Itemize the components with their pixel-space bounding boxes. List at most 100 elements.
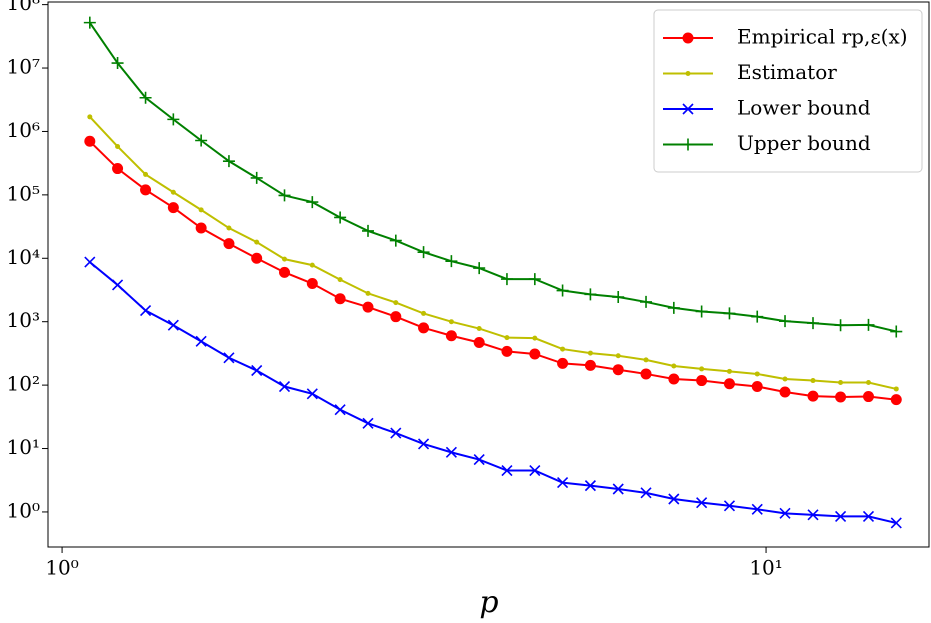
marker [282, 256, 288, 262]
marker [751, 310, 764, 323]
marker [226, 225, 232, 231]
marker [612, 291, 625, 304]
marker [865, 379, 871, 385]
marker [699, 366, 705, 372]
marker [167, 202, 179, 214]
marker [84, 135, 96, 147]
plot-frame [47, 1, 930, 548]
y-tick-label: 10¹ [7, 435, 40, 459]
marker [445, 330, 457, 342]
marker [556, 284, 569, 297]
marker [306, 388, 318, 400]
marker [251, 364, 263, 377]
marker [893, 386, 899, 392]
marker [111, 57, 124, 70]
marker [198, 207, 204, 213]
legend-box [653, 9, 923, 173]
y-tick-label: 10⁷ [7, 55, 40, 79]
marker [334, 293, 346, 305]
marker [779, 386, 791, 398]
marker [529, 464, 541, 477]
marker [112, 163, 124, 175]
marker [195, 134, 208, 147]
marker [195, 335, 207, 347]
marker [278, 189, 291, 202]
series-line [89, 116, 897, 390]
marker [723, 378, 735, 390]
marker [501, 345, 513, 357]
marker [222, 155, 235, 168]
marker [84, 256, 96, 268]
marker [682, 103, 694, 115]
marker [528, 273, 541, 286]
marker [668, 493, 680, 505]
marker [504, 335, 510, 341]
legend-label: Estimator [737, 60, 837, 84]
marker [334, 211, 347, 224]
marker [838, 379, 844, 385]
marker [890, 325, 903, 338]
y-tick-label: 10⁵ [7, 181, 40, 205]
marker [167, 113, 180, 126]
marker [695, 305, 708, 318]
legend-label: Upper bound [737, 131, 871, 155]
marker [862, 510, 875, 522]
marker [421, 310, 427, 316]
marker [167, 319, 179, 331]
marker [417, 246, 430, 259]
marker [726, 368, 732, 374]
legend: Empirical rp,ε(x) Estimator Lower bound Upp… [653, 9, 923, 173]
legend-label: Lower bound [737, 96, 871, 120]
y-tick-label: 10⁴ [7, 245, 40, 269]
marker [834, 319, 847, 332]
marker [890, 517, 902, 529]
marker [890, 394, 902, 406]
marker [532, 335, 538, 341]
marker [115, 143, 121, 149]
marker [640, 487, 652, 499]
marker [365, 290, 371, 296]
marker [807, 390, 819, 402]
marker [139, 91, 152, 104]
marker [476, 326, 482, 332]
marker [682, 32, 694, 44]
marker [362, 224, 375, 237]
legend-label: Empirical rp,ε(x) [737, 25, 908, 49]
marker [473, 336, 485, 348]
marker [195, 222, 207, 234]
marker [306, 278, 318, 290]
marker [615, 353, 621, 359]
marker [835, 391, 847, 403]
marker [473, 262, 486, 275]
marker [782, 376, 788, 382]
marker [143, 171, 149, 177]
marker [223, 352, 235, 364]
marker [445, 446, 457, 458]
marker [223, 238, 235, 250]
marker [445, 255, 458, 268]
marker [87, 114, 93, 120]
marker [587, 350, 593, 356]
marker [612, 364, 624, 376]
marker [754, 371, 760, 377]
marker [584, 288, 597, 301]
marker [250, 171, 263, 184]
marker [643, 357, 649, 363]
marker [557, 357, 569, 369]
marker [696, 375, 708, 387]
marker [807, 317, 820, 330]
marker [671, 363, 677, 369]
marker [723, 500, 736, 512]
marker [501, 464, 513, 477]
marker [306, 196, 319, 209]
marker [668, 373, 680, 385]
marker [862, 391, 874, 403]
marker [448, 319, 454, 325]
marker [279, 266, 291, 278]
marker [390, 427, 402, 439]
marker [334, 404, 346, 416]
marker [612, 483, 624, 495]
x-tick-label: 10⁰ [45, 556, 78, 580]
y-tick-label: 10³ [7, 308, 40, 332]
